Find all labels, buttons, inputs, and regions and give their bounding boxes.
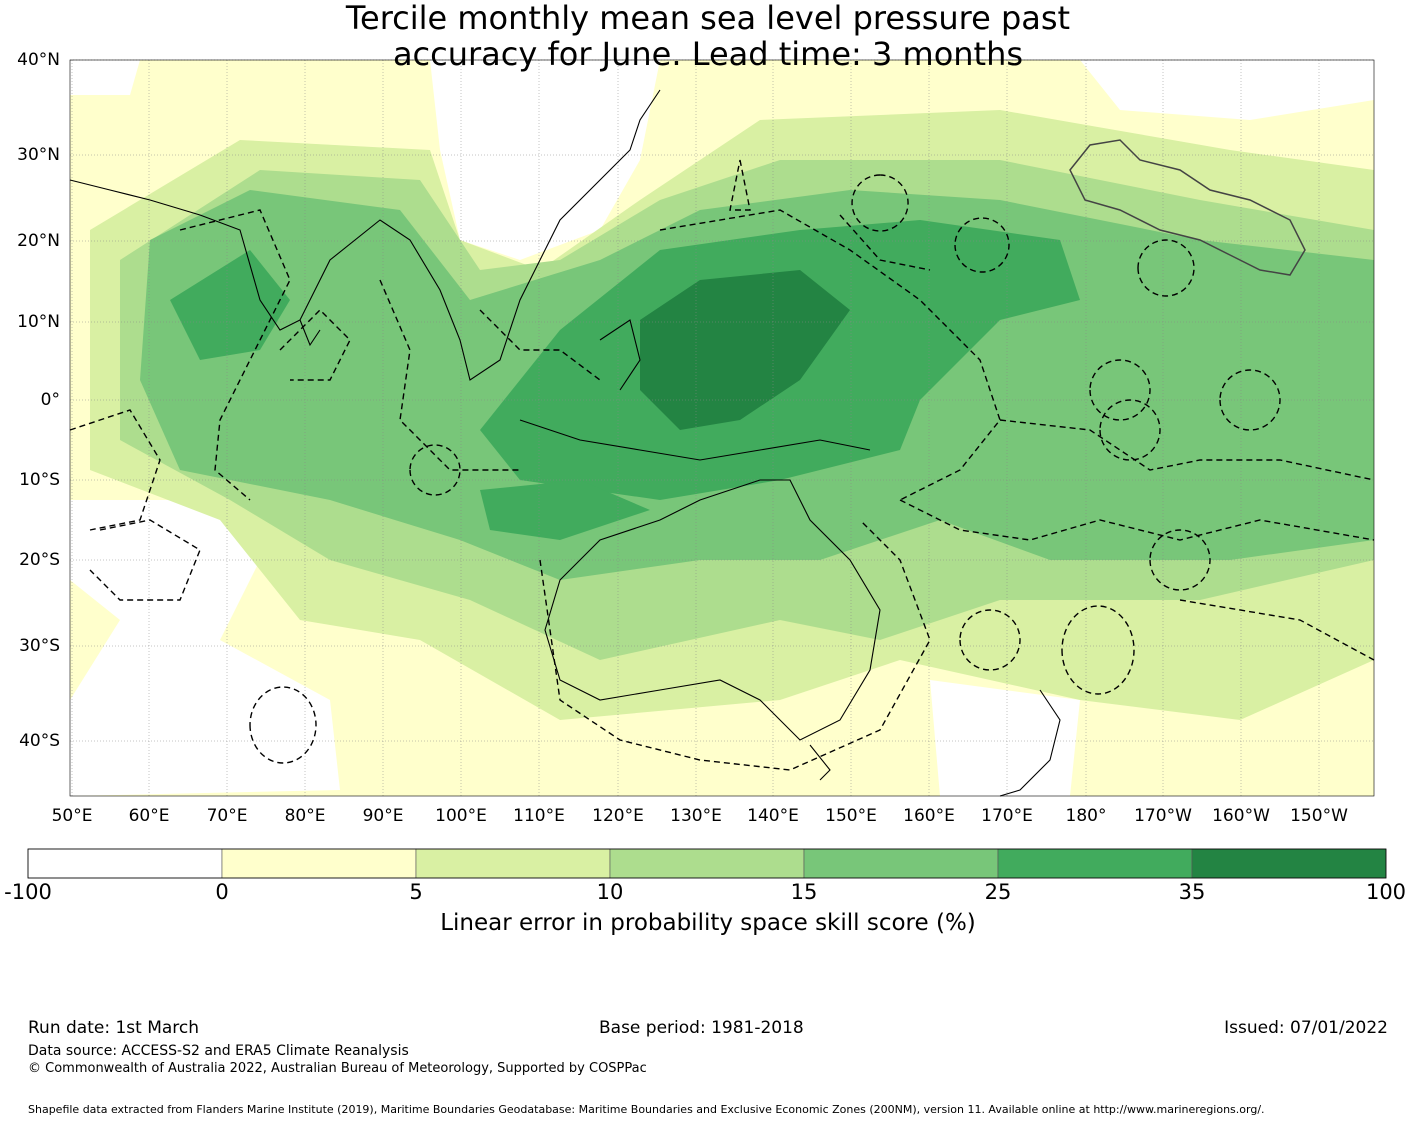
coastline (519, 419, 871, 461)
colorbar-swatch (415, 848, 611, 879)
eez-boundary (1149, 529, 1211, 591)
coastlines (69, 89, 1061, 797)
colorbar-swatch (27, 848, 223, 879)
colorbar-swatch (221, 848, 417, 879)
lon-label: 170°E (981, 806, 1033, 826)
colorbar-tick: 100 (1365, 880, 1407, 904)
colorbar-swatch (1191, 848, 1387, 879)
lon-label: 70°E (206, 806, 248, 826)
eez-boundary (1099, 399, 1161, 461)
map-title-line2: accuracy for June. Lead time: 3 months (392, 35, 1024, 73)
eez-boundary (479, 309, 601, 381)
colorbar-tick: 15 (790, 880, 818, 904)
eez-boundary (999, 419, 1375, 481)
lon-label: 50°E (51, 806, 93, 826)
map-title-line1: Tercile monthly mean sea level pressure … (345, 0, 1071, 37)
copyright: © Commonwealth of Australia 2022, Austra… (28, 1061, 647, 1076)
eez-boundary (729, 159, 751, 211)
colorbar-label: Linear error in probability space skill … (440, 910, 976, 936)
coastline (544, 479, 881, 741)
colorbar-swatch (609, 848, 805, 879)
lon-label: 80°E (284, 806, 326, 826)
colorbar-tick: 25 (984, 880, 1012, 904)
lon-label: 60°E (128, 806, 170, 826)
lat-label: 20°N (17, 231, 60, 251)
lat-label: 0° (40, 390, 60, 410)
coastline (999, 689, 1061, 797)
eez-boundary (1089, 359, 1151, 421)
lon-label: 150°W (1290, 806, 1348, 826)
lat-label: 40°S (19, 731, 60, 751)
eez-boundary (69, 409, 161, 531)
eez-boundary (539, 519, 931, 771)
eez-boundary-solid (1069, 139, 1306, 276)
skill-fill (70, 500, 340, 796)
colorbar-frame (27, 848, 1387, 879)
eez-boundary (1219, 369, 1281, 431)
eez-boundaries (69, 139, 1375, 771)
eez-boundary (954, 217, 1010, 273)
eez-boundary (409, 444, 461, 496)
base-period: Base period: 1981-2018 (599, 1018, 804, 1038)
colorbar-swatch (997, 848, 1193, 879)
skill-fill (430, 60, 660, 260)
eez-boundary (959, 609, 1021, 671)
lat-label: 20°S (19, 550, 60, 570)
skill-fill (480, 480, 650, 540)
map-frame (69, 59, 1375, 797)
skill-fill (70, 60, 140, 95)
lon-label: 120°E (592, 806, 644, 826)
lat-label: 10°N (17, 312, 60, 332)
colorbar (27, 848, 1387, 879)
skill-fill (170, 250, 290, 360)
eez-boundary (89, 519, 201, 601)
eez-boundary (249, 686, 317, 764)
shapefile-credit: Shapefile data extracted from Flanders M… (28, 1103, 1265, 1116)
eez-boundary (379, 279, 520, 471)
colorbar-tick: -100 (4, 880, 52, 904)
skill-fill (1080, 60, 1374, 120)
lon-label: 90°E (362, 806, 404, 826)
eez-boundary (1179, 599, 1375, 661)
skill-fill (640, 270, 850, 430)
skill-fill (930, 680, 1080, 796)
coastline (299, 319, 321, 347)
eez-boundary (179, 209, 291, 501)
lon-label: 160°W (1212, 806, 1270, 826)
coastline (599, 319, 641, 391)
colorbar-tick: 0 (215, 880, 229, 904)
run-date: Run date: 1st March (28, 1018, 200, 1038)
lon-label: 170°W (1134, 806, 1192, 826)
eez-boundary (839, 214, 931, 271)
eez-boundary (1061, 605, 1135, 695)
lat-label: 30°S (19, 636, 60, 656)
eez-boundary (899, 499, 1375, 541)
lon-label: 150°E (825, 806, 877, 826)
colorbar-tick: 10 (596, 880, 624, 904)
lon-label: 160°E (903, 806, 955, 826)
lon-label: 100°E (435, 806, 487, 826)
coastline (809, 744, 831, 781)
map-background (70, 60, 1374, 796)
colorbar-tick: 35 (1178, 880, 1206, 904)
lon-label: 180° (1065, 806, 1107, 826)
colorbar-swatch (803, 848, 999, 879)
lat-label: 40°N (17, 50, 60, 70)
data-source: Data source: ACCESS-S2 and ERA5 Climate … (28, 1043, 409, 1059)
issued-date: Issued: 07/01/2022 (1224, 1018, 1388, 1038)
lat-label: 30°N (17, 145, 60, 165)
lat-label: 10°S (19, 470, 60, 490)
lon-label: 140°E (747, 806, 799, 826)
lon-label: 110°E (513, 806, 565, 826)
coastline (69, 89, 661, 381)
eez-boundary (659, 209, 1001, 501)
colorbar-tick: 5 (409, 880, 423, 904)
lon-label: 130°E (670, 806, 722, 826)
